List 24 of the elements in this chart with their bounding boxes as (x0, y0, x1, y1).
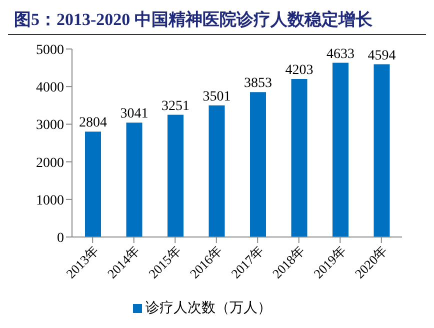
bar (291, 78, 308, 237)
y-tick-label: 1000 (36, 193, 64, 208)
bar (208, 105, 225, 237)
data-label: 3853 (244, 76, 272, 92)
data-label: 3041 (120, 106, 148, 122)
bar (374, 64, 390, 237)
legend-label: 诊疗人次数（万人） (146, 301, 272, 316)
bar (168, 114, 184, 237)
bar (250, 92, 266, 237)
data-label: 3501 (202, 89, 231, 104)
y-tick-label: 2000 (36, 156, 64, 171)
data-label: 3251 (162, 98, 190, 114)
bar (85, 132, 101, 237)
data-label: 4594 (368, 48, 396, 64)
y-tick-label: 0 (57, 230, 64, 246)
chart-title: 图5：2013-2020 中国精神医院诊疗人数稳定增长 (8, 8, 426, 35)
bar (332, 62, 348, 237)
data-label: 4203 (285, 62, 314, 78)
y-tick-label: 3000 (36, 118, 64, 134)
bar (126, 122, 142, 237)
data-label: 4633 (326, 46, 354, 62)
y-tick-label: 5000 (36, 42, 64, 58)
y-tick-label: 4000 (36, 80, 64, 96)
data-label: 2804 (79, 116, 107, 131)
